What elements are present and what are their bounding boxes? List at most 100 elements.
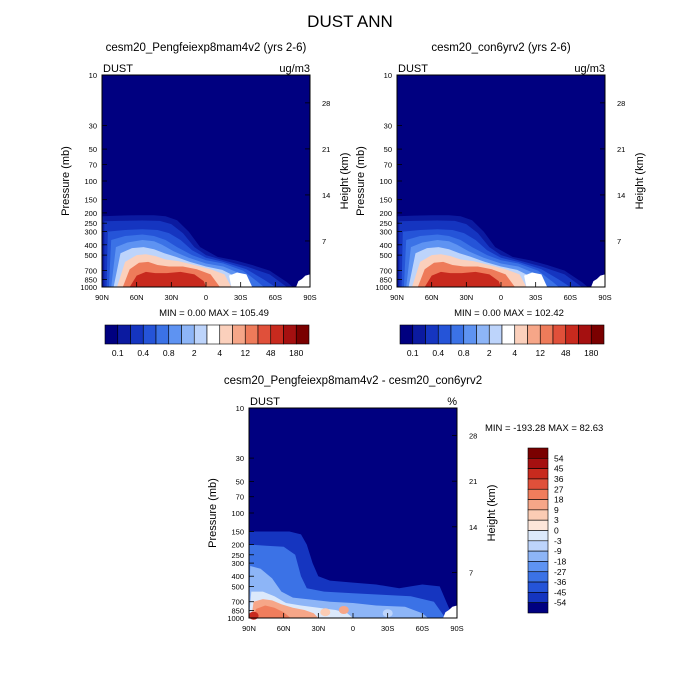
x-tick-label: 60N xyxy=(130,293,144,302)
y2-tick-label: 14 xyxy=(469,523,477,532)
colorbar-label: 0.4 xyxy=(137,348,149,358)
x-tick-label: 90S xyxy=(450,624,463,633)
y-tick-label: 50 xyxy=(89,145,97,154)
colorbar-label: 0.4 xyxy=(432,348,444,358)
units-label: % xyxy=(447,396,457,408)
panel-subtitle: cesm20_Pengfeiexp8mam4v2 - cesm20_con6yr… xyxy=(224,375,482,387)
colorbar-box xyxy=(527,509,549,521)
colorbar-box xyxy=(527,478,549,490)
colorbar-box xyxy=(437,324,452,345)
y-tick-label: 400 xyxy=(84,241,97,250)
y2-axis-label: Height (km) xyxy=(339,153,351,210)
colorbar-label: 12 xyxy=(241,348,251,358)
colorbar-box xyxy=(257,324,272,345)
y-tick-label: 850 xyxy=(379,276,392,285)
diff-contour-spot-3 xyxy=(338,606,349,614)
colorbar-label: 48 xyxy=(266,348,276,358)
x-tick-label: 30S xyxy=(529,293,542,302)
figure-title: DUST ANN xyxy=(307,12,393,31)
y-tick-label: 500 xyxy=(379,251,392,260)
x-tick-label: 30N xyxy=(311,624,325,633)
y-tick-label: 30 xyxy=(384,122,392,131)
colorbar-box xyxy=(244,324,259,345)
colorbar-box xyxy=(155,324,170,345)
panel-3: cesm20_Pengfeiexp8mam4v2 - cesm20_con6yr… xyxy=(207,375,603,633)
dust-contour-secondary xyxy=(524,272,548,287)
colorbar-box xyxy=(539,324,554,345)
colorbar-box xyxy=(527,458,549,469)
y2-axis-label: Height (km) xyxy=(634,153,646,210)
colorbar-label: 180 xyxy=(584,348,598,358)
colorbar-label: -18 xyxy=(554,556,567,566)
x-tick-label: 90S xyxy=(598,293,611,302)
colorbar-box xyxy=(527,324,541,345)
min-max-stats: MIN = 0.00 MAX = 102.42 xyxy=(454,308,564,319)
colorbar-box xyxy=(501,324,516,345)
colorbar-box xyxy=(514,324,528,345)
y2-tick-label: 14 xyxy=(322,191,330,200)
y-tick-label: 250 xyxy=(231,551,244,560)
colorbar-box xyxy=(527,447,549,459)
y-tick-label: 850 xyxy=(84,276,97,285)
colorbar-box xyxy=(527,530,549,542)
colorbar: 0.1 0.4 0.8 2 4 12 48 180 xyxy=(104,324,310,358)
colorbar-box xyxy=(206,324,221,345)
colorbar-box xyxy=(399,324,414,345)
colorbar-box xyxy=(130,324,144,345)
colorbar-box xyxy=(476,324,490,345)
colorbar-box xyxy=(412,324,426,345)
y-tick-label: 70 xyxy=(236,493,244,502)
y-tick-label: 700 xyxy=(84,267,97,276)
y-tick-label: 10 xyxy=(89,71,97,80)
y-tick-label: 400 xyxy=(379,241,392,250)
colorbar-box xyxy=(450,324,465,345)
colorbar-box xyxy=(527,550,549,562)
y-tick-label: 100 xyxy=(84,177,97,186)
colorbar-box xyxy=(463,324,477,345)
y2-tick-label: 21 xyxy=(322,145,330,154)
colorbar-label: 18 xyxy=(554,495,564,505)
y-tick-label: 700 xyxy=(231,598,244,607)
x-tick-label: 60S xyxy=(564,293,577,302)
colorbar-box xyxy=(527,571,549,583)
x-tick-label: 30S xyxy=(234,293,247,302)
y2-tick-label: 28 xyxy=(322,99,330,108)
terrain-mask xyxy=(443,605,457,618)
dust-contour-level-9 xyxy=(129,271,206,287)
x-tick-label: 30N xyxy=(459,293,473,302)
y-tick-label: 100 xyxy=(379,177,392,186)
units-label: ug/m3 xyxy=(574,63,605,75)
colorbar-label: 48 xyxy=(561,348,571,358)
y2-tick-label: 7 xyxy=(322,237,326,246)
colorbar-box xyxy=(168,324,182,345)
x-tick-label: 90S xyxy=(303,293,316,302)
terrain-mask xyxy=(591,274,605,287)
y-tick-label: 150 xyxy=(84,196,97,205)
min-max-stats: MIN = -193.28 MAX = 82.63 xyxy=(485,423,603,434)
colorbar-label: 12 xyxy=(536,348,546,358)
y2-tick-label: 21 xyxy=(617,145,625,154)
panel-1: cesm20_Pengfeiexp8mam4v2 (yrs 2-6) DUST ug… xyxy=(60,42,351,358)
colorbar-box xyxy=(488,324,503,345)
y2-tick-label: 14 xyxy=(617,191,625,200)
colorbar-label: 4 xyxy=(512,348,517,358)
diff-contour-level-6 xyxy=(253,605,291,618)
x-tick-label: 90N xyxy=(242,624,256,633)
colorbar-label: -36 xyxy=(554,577,567,587)
diff-contour-spot-2 xyxy=(320,608,331,617)
y-tick-label: 250 xyxy=(379,219,392,228)
dust-contour-secondary xyxy=(229,272,253,287)
y-tick-label: 200 xyxy=(231,541,244,550)
units-label: ug/m3 xyxy=(279,63,310,75)
colorbar-box xyxy=(181,324,195,345)
y-tick-label: 250 xyxy=(84,219,97,228)
colorbar-box xyxy=(193,324,208,345)
colorbar-label: 9 xyxy=(554,505,559,515)
colorbar-label: 0.8 xyxy=(458,348,470,358)
colorbar-label: 54 xyxy=(554,453,564,463)
colorbar-box xyxy=(117,324,131,345)
variable-label: DUST xyxy=(250,396,280,408)
colorbar-label: 3 xyxy=(554,515,559,525)
x-tick-label: 30S xyxy=(381,624,394,633)
